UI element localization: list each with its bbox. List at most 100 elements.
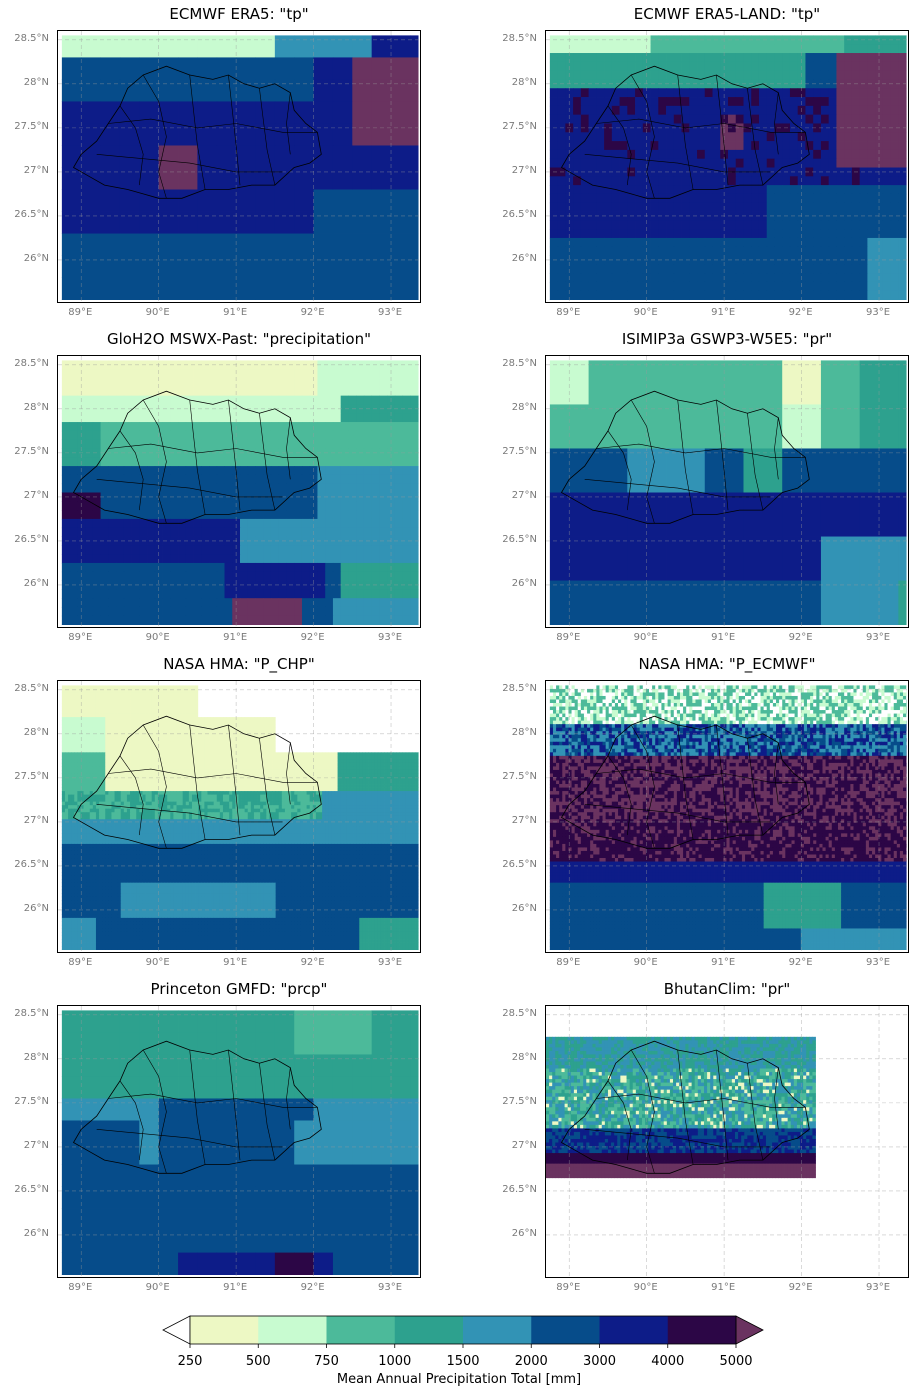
raster-cell (371, 430, 380, 441)
raster-cell (185, 606, 194, 617)
raster-cell (596, 176, 605, 186)
raster-cell (263, 369, 272, 379)
raster-cell (68, 724, 72, 729)
raster-cell (410, 145, 419, 168)
raster-cell (658, 176, 667, 186)
raster-cell (178, 545, 187, 555)
raster-cell (322, 720, 326, 725)
raster-cell (170, 688, 174, 693)
raster-cell (300, 717, 304, 722)
raster-cell (712, 202, 721, 212)
raster-cell (859, 158, 868, 168)
raster-cell (204, 727, 208, 732)
raster-cell (317, 501, 326, 511)
raster-cell (236, 233, 256, 256)
raster-cell (356, 369, 365, 379)
raster-cell (281, 713, 286, 718)
raster-cell (170, 731, 174, 736)
y-tick-label: 26°N (24, 578, 49, 589)
raster-cell (349, 688, 354, 693)
raster-cell (85, 598, 94, 608)
raster-cell (844, 97, 853, 107)
raster-cell (588, 246, 597, 256)
raster-cell (898, 185, 907, 195)
raster-cell (300, 703, 304, 707)
raster-cell (859, 281, 868, 292)
raster-cell (247, 703, 252, 707)
raster-cell (170, 589, 179, 599)
raster-cell (286, 545, 295, 555)
raster-cell (213, 724, 218, 729)
raster-cell (573, 193, 582, 204)
raster-cell (728, 53, 737, 63)
raster-cell (379, 457, 388, 467)
raster-cell (250, 695, 255, 700)
raster-cell (170, 395, 179, 405)
raster-cell (247, 518, 256, 529)
raster-cell (309, 710, 314, 714)
raster-cell (410, 277, 419, 300)
raster-cell (162, 474, 171, 485)
raster-cell (161, 727, 165, 732)
raster-cell (410, 571, 419, 581)
raster-cell (402, 413, 411, 423)
raster-cell (158, 101, 179, 124)
raster-cell (774, 141, 783, 151)
raster-cell (588, 97, 597, 107)
raster-cell (611, 237, 620, 248)
raster-cell (270, 510, 280, 520)
raster-cell (325, 589, 334, 599)
raster-cell (867, 53, 876, 63)
raster-cell (68, 713, 72, 718)
raster-cell (139, 703, 143, 707)
raster-cells (61, 360, 419, 625)
raster-cell (209, 474, 218, 485)
raster-cell (343, 713, 348, 718)
raster-cell (131, 562, 140, 573)
raster-cell (317, 615, 326, 625)
raster-cell (266, 727, 270, 732)
raster-cell (105, 699, 109, 704)
raster-cell (658, 132, 667, 142)
raster-cell (120, 688, 125, 693)
raster-cell (95, 710, 100, 714)
raster-cell (658, 290, 667, 300)
raster-cell (204, 695, 208, 700)
raster-cell (374, 695, 379, 700)
raster-cell (704, 176, 713, 186)
raster-cell (83, 706, 88, 711)
raster-cell (390, 731, 394, 736)
raster-cell (68, 720, 72, 725)
raster-cell (294, 422, 303, 432)
raster-cell (313, 79, 334, 102)
raster-cell (758, 70, 768, 80)
raster-cell (154, 688, 159, 693)
raster-cell (195, 703, 199, 707)
raster-cell (898, 123, 907, 133)
raster-cell (596, 35, 605, 45)
raster-cell (278, 439, 287, 449)
raster-cell (743, 61, 752, 72)
raster-cell (61, 277, 82, 300)
district-boundary (119, 430, 144, 511)
raster-cell (284, 720, 289, 725)
raster-cell (658, 264, 667, 274)
raster-cell (108, 483, 117, 493)
raster-cell (549, 141, 559, 151)
raster-cell (232, 724, 236, 729)
raster-cell (774, 281, 783, 292)
raster-cell (142, 685, 146, 690)
raster-cell (312, 685, 317, 690)
panel-title: NASA HMA: "P_CHP" (57, 655, 421, 673)
raster-cell (263, 474, 272, 485)
raster-cell (658, 281, 667, 292)
raster-cell (411, 688, 416, 693)
raster-cell (332, 457, 342, 467)
raster-cell (681, 149, 690, 160)
raster-cell (257, 703, 261, 707)
raster-cell (182, 685, 187, 690)
raster-cell (255, 536, 264, 546)
raster-cell (100, 554, 109, 564)
raster-cell (131, 510, 140, 520)
raster-cell (130, 706, 134, 711)
